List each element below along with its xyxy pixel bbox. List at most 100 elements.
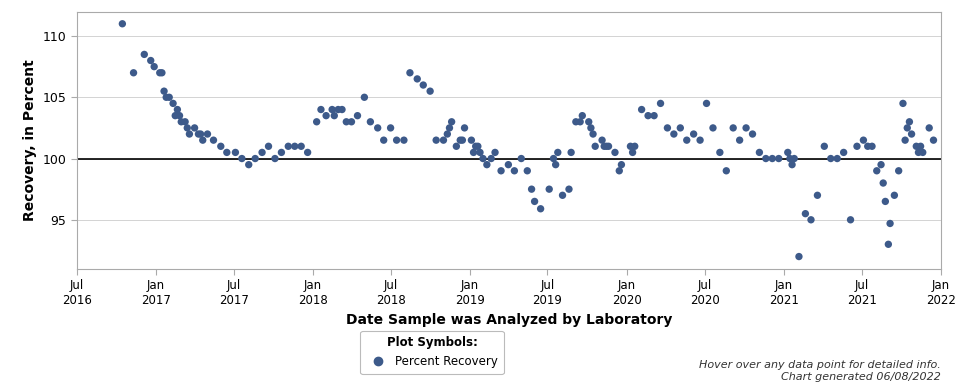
Point <box>280 143 296 149</box>
Point <box>448 143 464 149</box>
Point <box>114 21 130 27</box>
Point <box>416 82 431 88</box>
Point <box>363 119 378 125</box>
Point <box>660 125 675 131</box>
Point <box>864 143 879 149</box>
Point <box>726 125 741 131</box>
Point <box>195 137 210 143</box>
Point <box>913 143 928 149</box>
Point <box>376 137 392 143</box>
Point <box>440 131 455 137</box>
Point <box>181 131 197 137</box>
Point <box>922 125 937 131</box>
Point <box>719 168 734 174</box>
Point <box>564 149 579 156</box>
Point <box>882 220 898 227</box>
Point <box>666 131 682 137</box>
Point <box>436 137 451 143</box>
Point <box>550 149 565 156</box>
Point <box>786 156 802 162</box>
Point <box>817 143 832 149</box>
Point <box>519 168 535 174</box>
Point <box>780 149 796 156</box>
Point <box>823 156 838 162</box>
Point <box>174 119 189 125</box>
Point <box>156 88 172 94</box>
Point <box>165 100 180 106</box>
Point <box>745 131 760 137</box>
Point <box>452 137 468 143</box>
Point <box>596 143 612 149</box>
Point <box>344 119 359 125</box>
Point <box>457 125 472 131</box>
Point <box>758 156 774 162</box>
Point <box>686 131 702 137</box>
Point <box>843 217 858 223</box>
Point <box>470 143 486 149</box>
Point <box>900 125 915 131</box>
Point <box>274 149 289 156</box>
Point <box>241 162 256 168</box>
Point <box>200 131 215 137</box>
Point <box>732 137 747 143</box>
Point <box>896 100 911 106</box>
Point <box>330 106 346 113</box>
Point <box>383 125 398 131</box>
Point <box>334 106 349 113</box>
Point <box>836 149 852 156</box>
Point <box>581 119 596 125</box>
Point <box>546 156 562 162</box>
Point <box>699 100 714 106</box>
Point <box>234 156 250 162</box>
Point <box>634 106 649 113</box>
Point <box>850 143 865 149</box>
Point <box>911 149 926 156</box>
Point <box>267 156 282 162</box>
Point <box>213 143 228 149</box>
Point <box>752 149 767 156</box>
Point <box>784 162 800 168</box>
Point <box>326 113 342 119</box>
Point <box>287 143 302 149</box>
Point <box>625 149 640 156</box>
Point <box>468 143 484 149</box>
Point <box>804 217 819 223</box>
Point <box>294 143 309 149</box>
Point <box>228 149 243 156</box>
Point <box>475 156 491 162</box>
Point <box>898 137 913 143</box>
Point <box>891 168 906 174</box>
Point <box>586 131 601 137</box>
Point <box>479 162 494 168</box>
Point <box>764 156 780 162</box>
Point <box>782 156 798 162</box>
Point <box>613 162 629 168</box>
Point <box>653 100 668 106</box>
Point <box>860 143 876 149</box>
Point <box>501 162 516 168</box>
Point <box>555 192 570 199</box>
Point <box>136 51 152 58</box>
Text: Hover over any data point for detailed info.
Chart generated 06/08/2022: Hover over any data point for detailed i… <box>699 361 941 382</box>
Point <box>180 125 195 131</box>
Point <box>880 241 896 247</box>
X-axis label: Date Sample was Analyzed by Laboratory: Date Sample was Analyzed by Laboratory <box>346 313 672 327</box>
Point <box>548 162 564 168</box>
Point <box>908 143 924 149</box>
Point <box>771 156 786 162</box>
Point <box>161 94 177 100</box>
Point <box>572 119 588 125</box>
Y-axis label: Recovery, in Percent: Recovery, in Percent <box>23 59 36 221</box>
Point <box>507 168 522 174</box>
Point <box>170 106 185 113</box>
Point <box>168 113 183 119</box>
Point <box>410 76 425 82</box>
Point <box>646 113 661 119</box>
Point <box>925 137 941 143</box>
Point <box>874 162 889 168</box>
Point <box>640 113 656 119</box>
Point <box>172 113 187 119</box>
Point <box>901 119 917 125</box>
Point <box>706 125 721 131</box>
Point <box>627 143 642 149</box>
